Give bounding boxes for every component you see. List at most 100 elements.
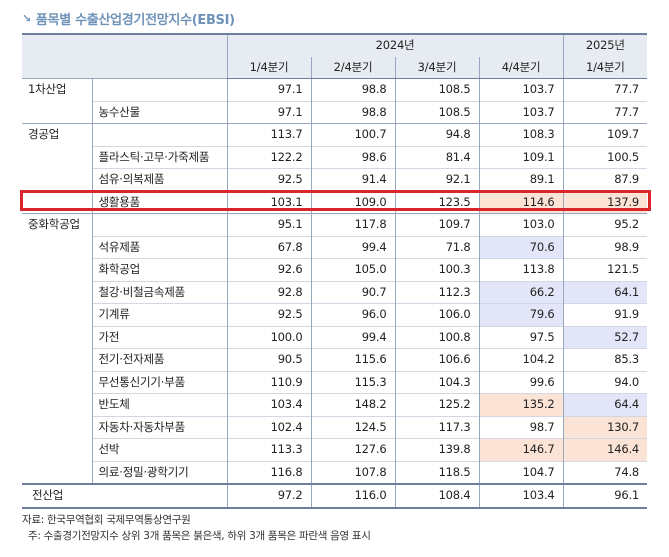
value-cell: 121.5: [562, 258, 648, 281]
category-cell: [22, 461, 92, 484]
value-cell: 70.6: [478, 235, 564, 259]
category-cell: [22, 259, 92, 282]
value-cell: 95.1: [226, 213, 311, 236]
value-cell: 100.8: [394, 325, 479, 349]
value-cell: 90.5: [226, 348, 311, 371]
subcategory-cell: 무선통신기기·부품: [91, 370, 227, 394]
value-cell: 77.7: [562, 100, 648, 124]
category-cell: [22, 281, 92, 304]
source-note: 자료: 한국무역협회 국제무역통상연구원: [22, 514, 191, 526]
subcategory-cell: 의료·정밀·광학기기: [91, 460, 227, 484]
value-cell: 97.1: [226, 78, 311, 101]
value-cell: 99.4: [310, 325, 395, 349]
value-cell: 98.9: [562, 235, 648, 259]
value-cell: 95.2: [562, 213, 648, 236]
subcategory-cell: [91, 78, 227, 101]
value-cell: 127.6: [310, 438, 395, 461]
category-cell: [22, 371, 92, 394]
value-cell: 100.7: [310, 123, 395, 146]
subcategory-cell: 화학공업: [91, 258, 227, 281]
subcategory-cell: 가전: [91, 325, 227, 349]
value-cell: 94.0: [562, 370, 648, 394]
value-cell: 89.1: [478, 168, 564, 191]
table-title: ↘ 품목별 수출산업경기전망지수(EBSI): [22, 8, 235, 28]
value-cell: 74.8: [562, 460, 648, 484]
value-cell: 114.6: [478, 190, 564, 214]
value-cell: 81.4: [394, 145, 479, 169]
value-cell: 112.3: [394, 280, 479, 304]
subcategory-cell: 석유제품: [91, 235, 227, 259]
header-corner: [22, 33, 227, 79]
value-cell: 109.7: [562, 123, 648, 146]
category-cell: [22, 191, 92, 214]
value-cell: 77.7: [562, 78, 648, 101]
value-cell: 92.8: [226, 280, 311, 304]
header-quarter: 1/4분기: [562, 56, 648, 79]
total-value-cell: 108.4: [394, 483, 479, 509]
value-cell: 107.8: [310, 460, 395, 484]
category-cell: [22, 326, 92, 349]
category-cell: [22, 349, 92, 372]
value-cell: 90.7: [310, 280, 395, 304]
table-row: 농수산물 97.1 98.8 108.5 103.7 77.7: [22, 100, 648, 124]
total-value-cell: 96.1: [562, 483, 648, 509]
value-cell: 148.2: [310, 393, 395, 416]
table-row: 의료·정밀·광학기기 116.8 107.8 118.5 104.7 74.8: [22, 460, 648, 484]
header-quarter: 2/4분기: [310, 56, 395, 79]
value-cell: 92.1: [394, 168, 479, 191]
value-cell: 146.4: [562, 438, 648, 461]
value-cell: 117.8: [310, 213, 395, 236]
value-cell: 96.0: [310, 303, 395, 326]
value-cell: 79.6: [478, 303, 564, 326]
value-cell: 104.2: [478, 348, 564, 371]
value-cell: 97.1: [226, 100, 311, 124]
category-cell: [22, 416, 92, 439]
value-cell: 100.3: [394, 258, 479, 281]
value-cell: 71.8: [394, 235, 479, 259]
value-cell: 64.1: [562, 280, 648, 304]
header-quarter: 3/4분기: [394, 56, 479, 79]
value-cell: 117.3: [394, 415, 479, 439]
value-cell: 100.0: [226, 325, 311, 349]
value-cell: 92.5: [226, 168, 311, 191]
value-cell: 109.7: [394, 213, 479, 236]
value-cell: 104.3: [394, 370, 479, 394]
value-cell: 91.4: [310, 168, 395, 191]
value-cell: 64.4: [562, 393, 648, 416]
value-cell: 125.2: [394, 393, 479, 416]
value-cell: 118.5: [394, 460, 479, 484]
shading-note: 주: 수출경기전망지수 상위 3개 품목은 붉은색, 하위 3개 품목은 파란색…: [28, 530, 371, 542]
category-cell: 1차산업: [22, 78, 92, 101]
value-cell: 103.4: [226, 393, 311, 416]
table-row: 무선통신기기·부품 110.9 115.3 104.3 99.6 94.0: [22, 370, 648, 394]
table-row: 철강·비철금속제품 92.8 90.7 112.3 66.2 64.1: [22, 280, 648, 304]
value-cell: 146.7: [478, 438, 564, 461]
table-row: 자동차·자동차부품 102.4 124.5 117.3 98.7 130.7: [22, 415, 648, 439]
category-cell: 경공업: [22, 123, 92, 146]
table-row: 전기·전자제품 90.5 115.6 106.6 104.2 85.3: [22, 348, 648, 372]
table-row: 섬유·의복제품 92.5 91.4 92.1 89.1 87.9: [22, 168, 648, 191]
header-quarter: 4/4분기: [478, 56, 564, 79]
subcategory-cell: 전기·전자제품: [91, 348, 227, 371]
value-cell: 113.3: [226, 438, 311, 461]
value-cell: 91.9: [562, 303, 648, 326]
value-cell: 98.7: [478, 415, 564, 439]
value-cell: 98.8: [310, 100, 395, 124]
value-cell: 113.7: [226, 123, 311, 146]
subcategory-cell: 플라스틱·고무·가죽제품: [91, 145, 227, 169]
total-value-cell: 103.4: [478, 483, 564, 509]
category-cell: [22, 304, 92, 327]
total-label: 전산업: [22, 483, 227, 509]
value-cell: 139.8: [394, 438, 479, 461]
value-cell: 100.5: [562, 145, 648, 169]
value-cell: 92.6: [226, 258, 311, 281]
category-cell: [22, 236, 92, 259]
category-cell: [22, 439, 92, 462]
value-cell: 108.3: [478, 123, 564, 146]
value-cell: 103.7: [478, 78, 564, 101]
table-row: 생활용품 103.1 109.0 123.5 114.6 137.9: [22, 190, 648, 214]
value-cell: 106.0: [394, 303, 479, 326]
value-cell: 109.0: [310, 190, 395, 214]
value-cell: 52.7: [562, 325, 648, 349]
value-cell: 109.1: [478, 145, 564, 169]
